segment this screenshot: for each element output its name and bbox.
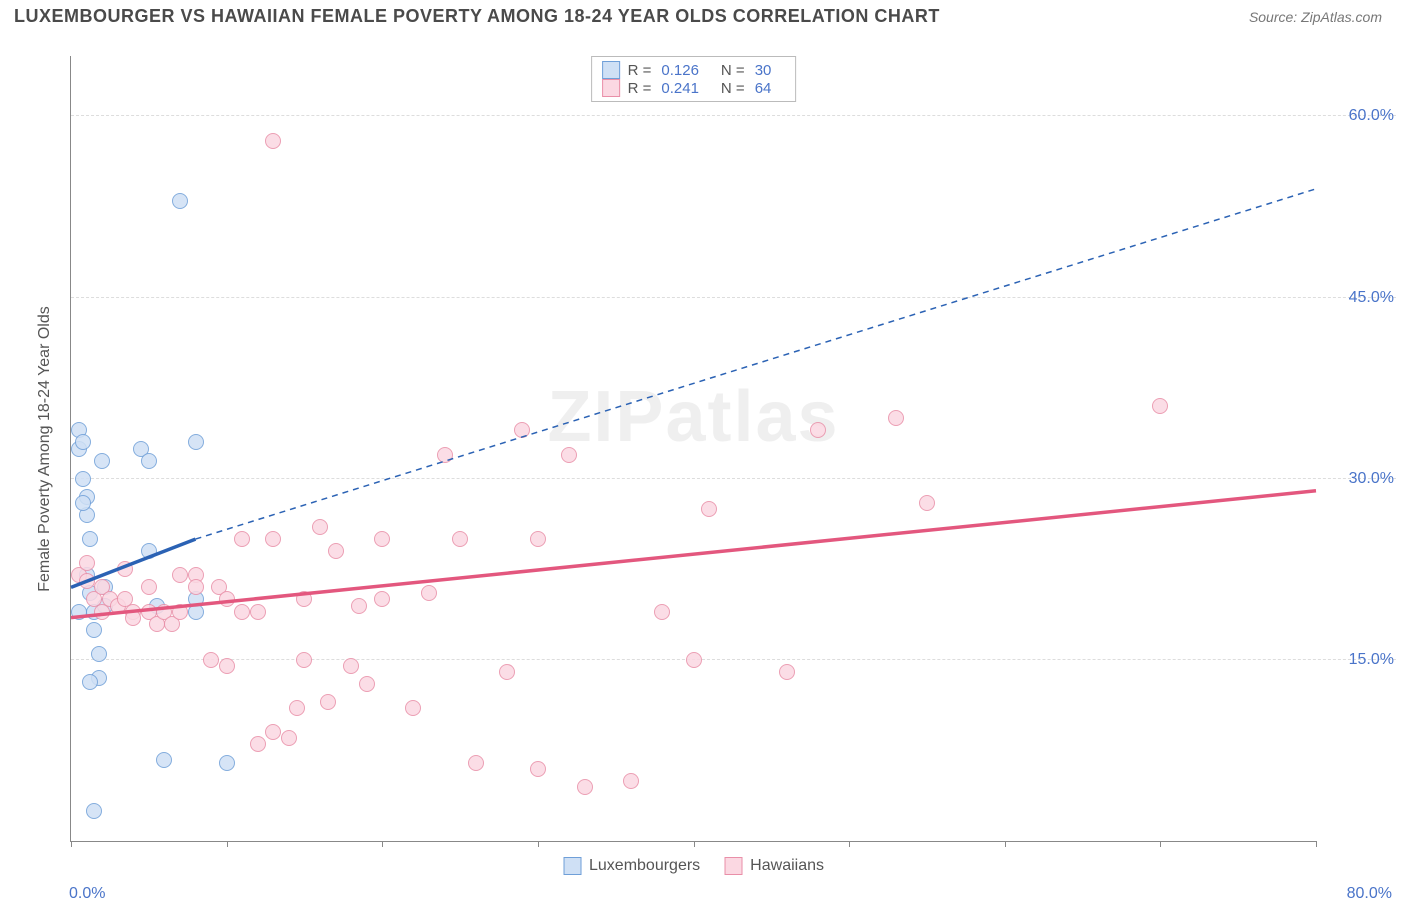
r-label: R = (628, 80, 652, 97)
n-value-1: 64 (755, 80, 772, 97)
n-label: N = (721, 62, 745, 79)
swatch-hawaiians (724, 857, 742, 875)
plot-area: ZIPatlas Female Poverty Among 18-24 Year… (70, 56, 1316, 842)
legend-label-0: Luxembourgers (589, 857, 700, 875)
swatch-luxembourgers (563, 857, 581, 875)
x-tick (227, 841, 228, 847)
correlation-legend: R = 0.126 N = 30 R = 0.241 N = 64 (591, 56, 797, 102)
trend-line (71, 539, 196, 587)
source-attribution: Source: ZipAtlas.com (1249, 9, 1382, 25)
n-value-0: 30 (755, 62, 772, 79)
n-label: N = (721, 80, 745, 97)
legend-row-hawaiians: R = 0.241 N = 64 (602, 79, 786, 97)
y-tick-label: 30.0% (1324, 470, 1394, 488)
x-origin-label: 0.0% (69, 885, 105, 903)
x-tick (382, 841, 383, 847)
legend-label-1: Hawaiians (750, 857, 824, 875)
r-value-0: 0.126 (661, 62, 699, 79)
y-axis-label: Female Poverty Among 18-24 Year Olds (36, 306, 54, 592)
swatch-hawaiians (602, 79, 620, 97)
trend-line (196, 189, 1317, 539)
swatch-luxembourgers (602, 61, 620, 79)
x-tick (1160, 841, 1161, 847)
x-tick (694, 841, 695, 847)
trend-lines-layer (71, 56, 1316, 841)
chart-container: ZIPatlas Female Poverty Among 18-24 Year… (50, 40, 1396, 882)
y-tick-label: 60.0% (1324, 107, 1394, 125)
legend-item-luxembourgers: Luxembourgers (563, 857, 700, 875)
r-label: R = (628, 62, 652, 79)
x-tick (71, 841, 72, 847)
x-max-label: 80.0% (1347, 885, 1392, 903)
source-prefix: Source: (1249, 9, 1301, 25)
legend-row-luxembourgers: R = 0.126 N = 30 (602, 61, 786, 79)
series-legend: Luxembourgers Hawaiians (563, 857, 824, 875)
y-tick-label: 45.0% (1324, 289, 1394, 307)
trend-line (71, 491, 1316, 618)
x-tick (1316, 841, 1317, 847)
r-value-1: 0.241 (661, 80, 699, 97)
source-name: ZipAtlas.com (1301, 9, 1382, 25)
x-tick (1005, 841, 1006, 847)
x-tick (849, 841, 850, 847)
chart-title: LUXEMBOURGER VS HAWAIIAN FEMALE POVERTY … (14, 6, 940, 27)
x-tick (538, 841, 539, 847)
legend-item-hawaiians: Hawaiians (724, 857, 824, 875)
y-tick-label: 15.0% (1324, 651, 1394, 669)
